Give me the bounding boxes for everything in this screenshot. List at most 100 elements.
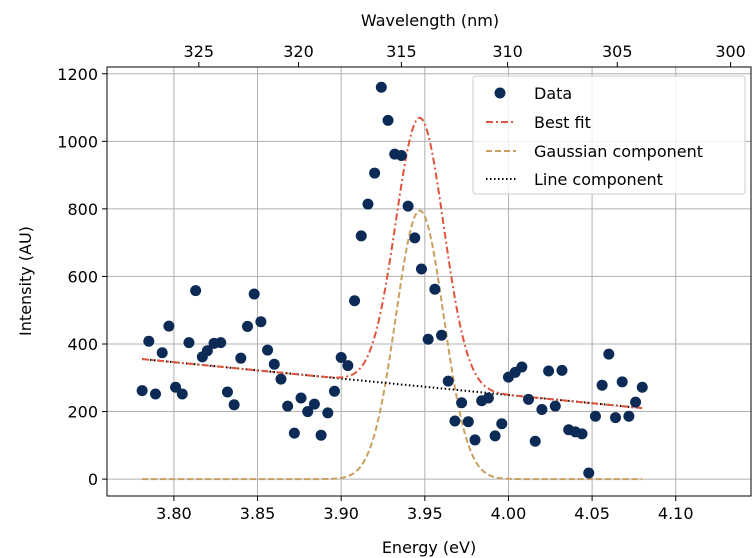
data-point [556, 364, 568, 376]
top-tick-label: 320 [283, 42, 314, 61]
y-tick-label: 200 [67, 403, 98, 422]
data-point [469, 434, 481, 446]
data-point [328, 385, 340, 397]
x-tick-label: 3.95 [407, 504, 443, 523]
data-point [362, 198, 374, 210]
data-point [482, 392, 494, 404]
data-point [576, 428, 588, 440]
data-point [242, 320, 254, 332]
data-point [369, 167, 381, 179]
legend-box [472, 75, 746, 195]
legend-label-line-component: Line component [534, 170, 663, 189]
y-tick-label: 800 [67, 200, 98, 219]
top-axis-label: Wavelength (nm) [361, 11, 499, 30]
fit-curves [142, 116, 643, 481]
y-tick-label: 1200 [57, 65, 98, 84]
data-point [201, 345, 213, 357]
data-point [190, 285, 202, 297]
plot-frame [106, 66, 752, 497]
top-tick-label: 310 [492, 42, 523, 61]
data-point [228, 399, 240, 411]
data-point [295, 392, 307, 404]
data-point [375, 81, 387, 93]
data-point [610, 412, 622, 424]
data-points [136, 81, 648, 479]
data-point [282, 400, 294, 412]
data-point [596, 379, 608, 391]
data-point [616, 376, 628, 388]
data-point [489, 430, 501, 442]
data-point [268, 358, 280, 370]
data-point [382, 114, 394, 126]
x-tick-label: 4.05 [574, 504, 610, 523]
y-ticks: 0 200 400 600 800 1000 1200 [57, 65, 107, 489]
data-point [262, 344, 274, 356]
data-point [603, 348, 615, 360]
data-point [136, 385, 148, 397]
x-tick-label: 4.10 [658, 504, 694, 523]
data-point [143, 335, 155, 347]
x-tick-label: 3.90 [323, 504, 359, 523]
data-point [170, 381, 182, 393]
data-point [529, 435, 541, 447]
data-point [436, 329, 448, 341]
curve-dashed [142, 209, 643, 481]
data-point [442, 375, 454, 387]
data-point [255, 316, 267, 328]
data-point [342, 360, 354, 372]
data-point [589, 410, 601, 422]
data-point [302, 406, 314, 418]
y-tick-label: 0 [88, 470, 98, 489]
curve-dash-dot [142, 116, 643, 410]
data-point [150, 388, 162, 400]
data-point [429, 283, 441, 295]
data-point [422, 333, 434, 345]
x-axis-label: Energy (eV) [382, 538, 476, 557]
data-point [523, 393, 535, 405]
legend: Data Best fit Gaussian component Line co… [472, 75, 746, 195]
data-point [183, 337, 195, 349]
legend-label-gaussian: Gaussian component [534, 142, 703, 161]
top-tick-label: 315 [386, 42, 417, 61]
data-point [415, 263, 427, 275]
data-point [623, 410, 635, 422]
legend-marker-data [494, 87, 506, 99]
data-point [456, 397, 468, 409]
top-ticks: 325 320 315 310 305 300 [184, 42, 746, 67]
top-tick-label: 305 [602, 42, 633, 61]
data-point [275, 373, 287, 385]
data-point [335, 352, 347, 363]
data-point [636, 381, 648, 393]
data-point [176, 388, 188, 400]
data-point [543, 365, 555, 377]
legend-label-data: Data [534, 84, 572, 103]
data-point [349, 295, 361, 307]
data-point [395, 150, 407, 161]
data-point [516, 361, 528, 373]
y-tick-label: 1000 [57, 132, 98, 151]
data-point [156, 347, 168, 359]
data-point [630, 396, 642, 408]
data-point [409, 232, 421, 244]
data-point [221, 386, 233, 398]
data-point [308, 398, 320, 410]
data-point [322, 407, 334, 419]
data-point [449, 415, 461, 427]
data-point [549, 400, 561, 412]
top-tick-label: 325 [184, 42, 215, 61]
data-point [355, 230, 367, 242]
x-tick-label: 3.80 [156, 504, 192, 523]
x-ticks: 3.80 3.85 3.90 3.95 4.00 4.05 4.10 [156, 496, 694, 523]
data-point [496, 418, 508, 430]
data-point [315, 429, 327, 441]
y-tick-label: 600 [67, 267, 98, 286]
data-point [402, 200, 414, 212]
top-tick-label: 300 [715, 42, 746, 61]
data-point [462, 416, 474, 428]
data-point [248, 288, 260, 300]
data-point [583, 467, 595, 479]
data-point [163, 320, 175, 332]
data-point [215, 337, 227, 349]
x-tick-label: 3.85 [240, 504, 276, 523]
